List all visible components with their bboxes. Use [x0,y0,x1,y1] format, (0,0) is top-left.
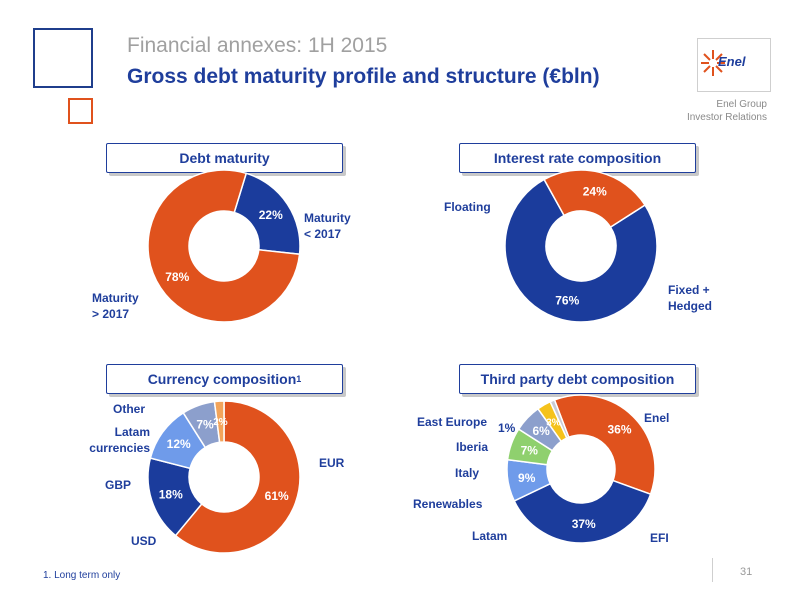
chart-1-value-label-maturity-2017: 22% [259,208,283,222]
enel-logo-text: Enel [718,54,746,69]
currency-composition-title: Currency composition 1 [106,364,343,394]
enel-logo [697,38,771,92]
page-title: Gross debt maturity profile and structur… [127,65,600,88]
currency-composition-title-text: Currency composition [147,371,297,387]
label-latam-currencies: Latam currencies [76,424,150,456]
label-east-europe: East Europe [417,415,488,429]
label-other: Other [113,402,146,416]
chart-3-value-label-gbp: 12% [167,437,191,451]
chart-2-value-label-floating: 24% [583,185,607,199]
third-party-debt-title-text: Third party debt composition [480,371,675,387]
label-renewables: Renewables [413,497,483,511]
chart-3-value-label-eur: 61% [265,489,289,503]
footnote-marker: 1 [296,374,302,384]
label-iberia: Iberia [456,440,489,454]
label-maturity-gt-2017: Maturity > 2017 [92,290,139,322]
label-latam-currencies-line1: Latam [114,425,150,439]
page-subtitle: Financial annexes: 1H 2015 [127,34,388,57]
label-italy: Italy [455,466,480,480]
chart-4-slice-efi [513,479,652,544]
label-fixed-hedged: Fixed + Hedged [668,282,712,314]
label-fixed-line2: Hedged [668,299,713,313]
label-maturity-lt-2017-line1: Maturity [304,211,351,225]
label-fixed-line1: Fixed + [668,283,710,297]
chart-1-slice-maturity-2017 [233,172,301,256]
chart-4-value-label-latam: 9% [518,471,536,485]
chart-1-value-label-maturity-2017: 78% [165,270,189,284]
chart-4-value-label-italy: 6% [532,424,550,438]
label-usd: USD [131,534,157,548]
chart-4-slice-enel [553,394,656,496]
org-line-1: Enel Group [716,99,767,110]
chart-2-slice-floating [543,169,647,229]
chart-4-value-label-efi: 37% [572,517,596,531]
debt-maturity-title-text: Debt maturity [179,150,270,166]
page-divider [712,558,713,582]
label-maturity-lt-2017-line2: < 2017 [304,227,342,241]
org-line-2: Investor Relations [686,112,767,123]
chart-2-slice-fixed-hedged [504,178,658,323]
chart-3-value-label-other: 2% [213,417,228,428]
chart-4-value-label-iberia: 3% [546,417,561,428]
org-label: Enel Group Investor Relations [687,98,767,124]
label-east-europe-pct: 1% [498,421,516,435]
interest-rate-title-text: Interest rate composition [493,150,662,166]
label-floating: Floating [444,200,491,214]
enel-logo-icon [701,50,725,76]
page-number: 31 [740,566,753,578]
decorative-square-blue [33,28,93,88]
label-enel: Enel [644,411,670,425]
label-gbp: GBP [105,478,132,492]
decorative-square-orange [68,98,93,124]
label-latam-currencies-line2: currencies [89,441,150,455]
label-maturity-gt-2017-line1: Maturity [92,291,139,305]
label-efi: EFI [650,531,669,545]
label-maturity-lt-2017: Maturity < 2017 [304,210,351,242]
chart-3-slice-eur [174,400,301,554]
third-party-debt-title: Third party debt composition [459,364,696,394]
label-maturity-gt-2017-line2: > 2017 [92,307,130,321]
label-eur: EUR [319,456,345,470]
chart-3-value-label-latam-currencies: 7% [196,417,214,431]
chart-4-slice-east-europe [549,398,570,440]
chart-3-slice-other [213,400,225,444]
footnote: 1. Long term only [43,570,121,581]
chart-1-slice-maturity-2017 [147,169,301,323]
label-latam: Latam [472,529,508,543]
chart-2-value-label-fixed-hedged: 76% [555,293,579,307]
chart-4-value-label-renewables: 7% [521,443,539,457]
chart-3-value-label-usd: 18% [159,487,183,501]
chart-4-value-label-enel: 36% [608,423,632,437]
